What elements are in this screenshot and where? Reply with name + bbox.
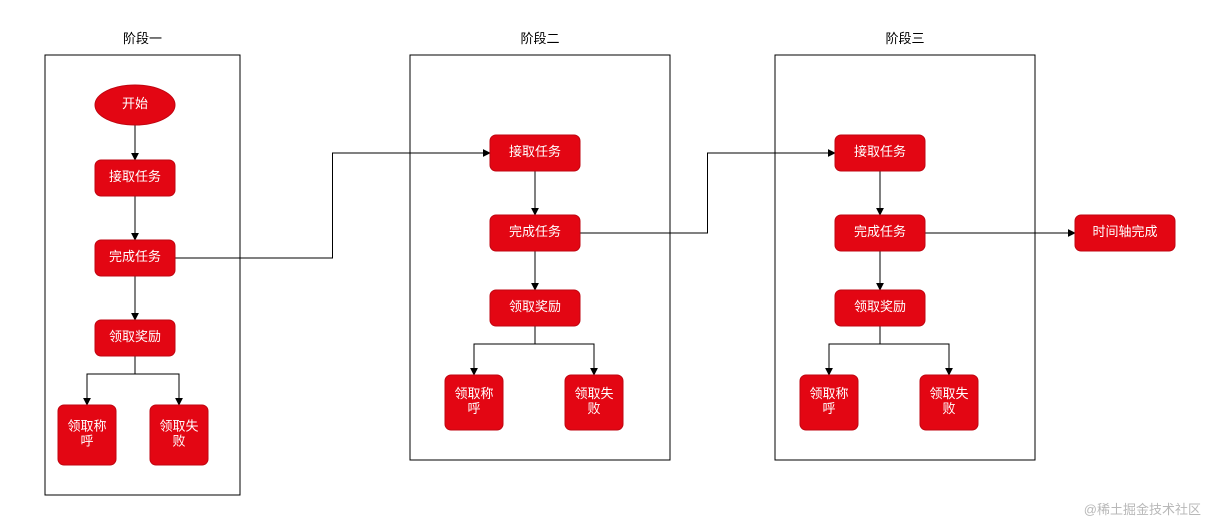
flow-node-label: 完成任务: [854, 224, 906, 239]
flow-node-label: 时间轴完成: [1092, 224, 1157, 239]
group-title: 阶段一: [123, 31, 162, 46]
flow-edge: [580, 153, 835, 233]
flow-edge: [880, 326, 949, 375]
group-title: 阶段二: [520, 31, 559, 46]
flow-edge: [474, 326, 535, 375]
flow-edge: [87, 356, 135, 405]
watermark: @稀土掘金技术社区: [1084, 502, 1201, 517]
flow-edge: [829, 326, 880, 375]
flow-node-label: 接取任务: [509, 144, 561, 159]
group-title: 阶段三: [885, 31, 924, 46]
flow-node-label: 接取任务: [109, 169, 161, 184]
flow-edge: [135, 356, 179, 405]
flow-node-label: 领取奖励: [854, 299, 906, 314]
flow-node-label: 完成任务: [509, 224, 561, 239]
flowchart-canvas: 阶段一阶段二阶段三开始接取任务完成任务领取奖励领取称呼领取失败接取任务完成任务领…: [0, 0, 1211, 522]
flow-node-label: 领取奖励: [509, 299, 561, 314]
flow-node-label: 领取奖励: [109, 329, 161, 344]
flow-edge: [535, 326, 594, 375]
flow-edge: [175, 153, 490, 258]
flow-node-label: 完成任务: [109, 249, 161, 264]
flow-node-label: 开始: [122, 96, 148, 111]
flow-node-label: 接取任务: [854, 144, 906, 159]
